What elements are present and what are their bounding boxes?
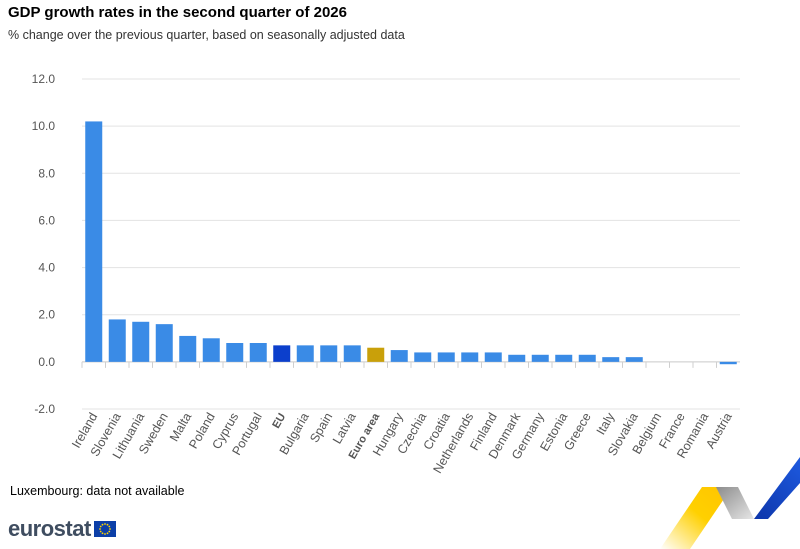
bar-euro-area xyxy=(367,347,385,362)
bar-chart: 12.0 10.0 8.0 6.0 4.0 2.0 0.0 -2.0 IrelandSlove… xyxy=(32,72,740,476)
eurostat-ribbon-icon xyxy=(660,457,800,549)
bar-croatia xyxy=(437,352,455,362)
bar-portugal xyxy=(249,343,267,362)
y-axis-ticks: 12.0 10.0 8.0 6.0 4.0 2.0 0.0 -2.0 xyxy=(32,72,56,416)
bar-slovenia xyxy=(108,319,126,362)
bar-denmark xyxy=(508,354,526,362)
chart-subtitle: % change over the previous quarter, base… xyxy=(8,28,405,42)
y-tick-label: 10.0 xyxy=(32,119,56,133)
eu-flag-icon xyxy=(93,521,116,537)
chart-title: GDP growth rates in the second quarter o… xyxy=(8,4,347,21)
x-axis-ticks: IrelandSloveniaLithuaniaSwedenMaltaPolan… xyxy=(69,410,735,476)
bar-greece xyxy=(578,354,596,362)
bar-cyprus xyxy=(226,343,244,362)
bar-latvia xyxy=(343,345,361,362)
y-tick-label: 0.0 xyxy=(38,355,55,369)
bar-poland xyxy=(202,338,220,362)
y-tick-label: 6.0 xyxy=(38,213,55,227)
bar-slovakia xyxy=(625,357,643,362)
bar-bulgaria xyxy=(296,345,314,362)
y-tick-label: 4.0 xyxy=(38,261,55,275)
bar-estonia xyxy=(555,354,573,362)
bar-sweden xyxy=(155,324,173,362)
bar-ireland xyxy=(85,121,103,362)
bar-spain xyxy=(320,345,338,362)
bars xyxy=(85,121,737,365)
y-tick-label: 8.0 xyxy=(38,166,55,180)
bar-austria xyxy=(719,361,737,365)
eurostat-logo: eurostat xyxy=(8,516,116,542)
x-tick-label: Italy xyxy=(594,410,618,438)
bar-italy xyxy=(602,357,620,362)
y-tick-label: 12.0 xyxy=(32,72,56,86)
bar-hungary xyxy=(390,350,408,362)
bar-finland xyxy=(484,352,502,362)
bar-eu xyxy=(273,345,291,362)
y-tick-label: 2.0 xyxy=(38,308,55,322)
bar-malta xyxy=(179,335,197,362)
x-tick-label: EU xyxy=(270,411,288,430)
logo-text: eurostat xyxy=(8,516,91,541)
bar-lithuania xyxy=(132,321,150,362)
bar-czechia xyxy=(414,352,432,362)
y-tick-label: -2.0 xyxy=(34,402,55,416)
bar-netherlands xyxy=(461,352,479,362)
footnote: Luxembourg: data not available xyxy=(10,484,185,498)
bar-germany xyxy=(531,354,549,362)
